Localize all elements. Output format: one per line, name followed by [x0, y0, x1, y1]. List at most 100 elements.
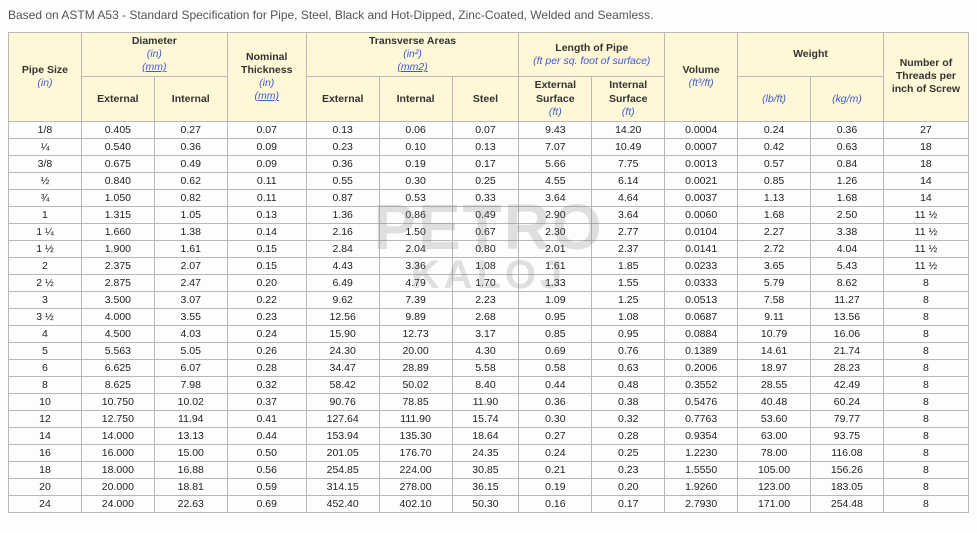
table-cell: 1.05 [154, 206, 227, 223]
table-cell: 0.80 [452, 240, 519, 257]
table-cell: 10 [9, 393, 82, 410]
table-cell: 0.20 [592, 478, 665, 495]
table-cell: 22.63 [154, 495, 227, 512]
table-cell: 176.70 [379, 444, 452, 461]
table-cell: 0.09 [227, 138, 306, 155]
table-cell: 0.87 [306, 189, 379, 206]
thickness-mm-link[interactable]: (mm) [254, 90, 279, 102]
table-cell: 3.38 [810, 223, 883, 240]
table-row: 2424.00022.630.69452.40402.1050.300.160.… [9, 495, 969, 512]
table-cell: 6.14 [592, 172, 665, 189]
table-cell: 0.13 [227, 206, 306, 223]
table-cell: 18.97 [738, 359, 811, 376]
table-cell: 0.36 [810, 121, 883, 138]
table-cell: 9.62 [306, 291, 379, 308]
th-weight: Weight [738, 33, 884, 77]
table-cell: 2.27 [738, 223, 811, 240]
transverse-mm2-link[interactable]: (mm2) [397, 61, 427, 73]
table-cell: 0.13 [452, 138, 519, 155]
table-cell: 36.15 [452, 478, 519, 495]
table-cell: 28.55 [738, 376, 811, 393]
table-cell: 2 ½ [9, 274, 82, 291]
table-cell: 1.09 [519, 291, 592, 308]
table-row: ¼0.5400.360.090.230.100.137.0710.490.000… [9, 138, 969, 155]
th-pipe-size: Pipe Size (in) [9, 33, 82, 122]
table-cell: 0.42 [738, 138, 811, 155]
table-cell: 0.0884 [665, 325, 738, 342]
table-cell: 28.23 [810, 359, 883, 376]
table-cell: 1.26 [810, 172, 883, 189]
table-cell: 6 [9, 359, 82, 376]
table-cell: 1.9260 [665, 478, 738, 495]
table-cell: 0.07 [227, 121, 306, 138]
table-cell: 1 ½ [9, 240, 82, 257]
table-cell: 0.57 [738, 155, 811, 172]
table-cell: 0.21 [519, 461, 592, 478]
table-cell: 0.84 [810, 155, 883, 172]
table-cell: 11.27 [810, 291, 883, 308]
table-cell: 1.61 [154, 240, 227, 257]
table-row: ½0.8400.620.110.550.300.254.556.140.0021… [9, 172, 969, 189]
table-cell: 0.25 [592, 444, 665, 461]
table-cell: 3.07 [154, 291, 227, 308]
table-cell: 0.19 [379, 155, 452, 172]
table-cell: 1.315 [81, 206, 154, 223]
table-cell: 13.13 [154, 427, 227, 444]
table-cell: 12 [9, 410, 82, 427]
table-cell: 1.08 [592, 308, 665, 325]
table-cell: 16.88 [154, 461, 227, 478]
table-cell: 0.0037 [665, 189, 738, 206]
table-cell: 18 [883, 138, 968, 155]
table-cell: 3.64 [592, 206, 665, 223]
table-cell: 6.49 [306, 274, 379, 291]
table-cell: 0.07 [452, 121, 519, 138]
table-cell: 12.56 [306, 308, 379, 325]
table-cell: 1.55 [592, 274, 665, 291]
table-cell: 14 [9, 427, 82, 444]
table-cell: 9.89 [379, 308, 452, 325]
table-cell: 50.02 [379, 376, 452, 393]
table-cell: 0.26 [227, 342, 306, 359]
table-row: 44.5004.030.2415.9012.733.170.850.950.08… [9, 325, 969, 342]
table-row: 1414.00013.130.44153.94135.3018.640.270.… [9, 427, 969, 444]
table-cell: 0.95 [519, 308, 592, 325]
table-cell: 3 ½ [9, 308, 82, 325]
table-row: 3/80.6750.490.090.360.190.175.667.750.00… [9, 155, 969, 172]
table-cell: 0.0141 [665, 240, 738, 257]
table-cell: 11.90 [452, 393, 519, 410]
table-cell: 0.11 [227, 172, 306, 189]
table-cell: 0.2006 [665, 359, 738, 376]
table-cell: 2.47 [154, 274, 227, 291]
table-cell: 0.11 [227, 189, 306, 206]
table-cell: 2.23 [452, 291, 519, 308]
table-cell: 1.900 [81, 240, 154, 257]
table-cell: 0.24 [738, 121, 811, 138]
table-cell: 0.1389 [665, 342, 738, 359]
table-cell: 4.43 [306, 257, 379, 274]
diameter-mm-link[interactable]: (mm) [142, 61, 167, 73]
table-cell: 8 [883, 274, 968, 291]
table-row: 2 ½2.8752.470.206.494.791.701.331.550.03… [9, 274, 969, 291]
table-row: 66.6256.070.2834.4728.895.580.580.630.20… [9, 359, 969, 376]
table-cell: 8 [883, 342, 968, 359]
table-cell: 8 [9, 376, 82, 393]
th-threads: Number of Threads per inch of Screw [883, 33, 968, 122]
table-cell: 0.27 [519, 427, 592, 444]
table-cell: 12.750 [81, 410, 154, 427]
table-cell: 50.30 [452, 495, 519, 512]
table-cell: 4.79 [379, 274, 452, 291]
table-cell: 1 ¼ [9, 223, 82, 240]
table-cell: 2.30 [519, 223, 592, 240]
table-cell: 5.563 [81, 342, 154, 359]
table-cell: 0.85 [519, 325, 592, 342]
table-cell: 24 [9, 495, 82, 512]
table-cell: 16 [9, 444, 82, 461]
table-cell: 0.95 [592, 325, 665, 342]
th-volume: Volume (ft³/ft) [665, 33, 738, 122]
table-cell: 0.63 [810, 138, 883, 155]
table-cell: 16.06 [810, 325, 883, 342]
table-cell: 278.00 [379, 478, 452, 495]
table-cell: 0.38 [592, 393, 665, 410]
th-transverse: Transverse Areas (in²) (mm2) [306, 33, 519, 77]
table-cell: 2.90 [519, 206, 592, 223]
